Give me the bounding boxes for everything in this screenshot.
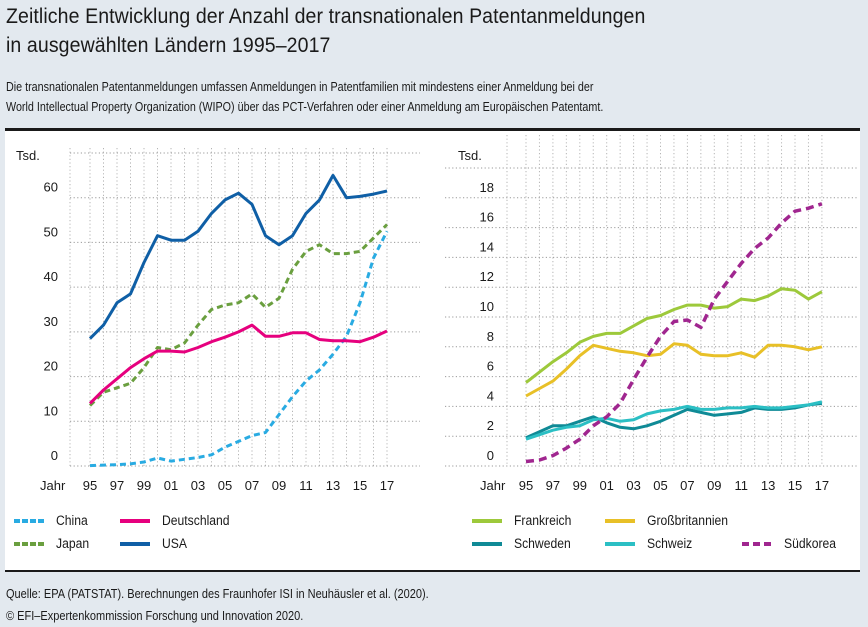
x-tick-label: 15	[353, 478, 367, 493]
x-tick-label: 97	[110, 478, 124, 493]
legend-label: USA	[162, 536, 187, 551]
x-tick-label: 95	[519, 478, 533, 493]
legend-swatch	[742, 541, 772, 546]
right-chart: 0 2 4 6 8 10 12 14 16 18 Tsd. Jahr 95 97 99 01 03 05 07 09 1…	[445, 135, 858, 493]
legend-label: Südkorea	[784, 536, 837, 551]
legend-item: Japan	[14, 536, 93, 551]
grid	[445, 135, 858, 467]
y-tick-label: 2	[487, 418, 494, 433]
series-line-usa	[88, 173, 388, 340]
x-tick-label: 01	[164, 478, 178, 493]
x-tick-label: 95	[83, 478, 97, 493]
series-line-gro-britannien	[525, 342, 823, 398]
y-tick-label: 60	[44, 180, 58, 195]
y-tick-label: 10	[44, 403, 58, 418]
series-line-schweiz	[525, 400, 823, 441]
grid	[69, 148, 420, 467]
x-tick-label: 09	[272, 478, 286, 493]
series-line-s-dkorea	[525, 202, 823, 464]
series-line-frankreich	[525, 287, 823, 384]
x-tick-label: 09	[707, 478, 721, 493]
legend-swatch	[120, 518, 150, 523]
legend-label: Deutschland	[162, 513, 230, 528]
source-note: Quelle: EPA (PATSTAT). Berechnungen des …	[6, 587, 429, 601]
legend-swatch	[472, 541, 502, 546]
legend-swatch	[120, 541, 150, 546]
legend-item: Schweden	[472, 536, 577, 551]
subtitle-line1: Die transnationalen Patentanmeldungen um…	[6, 80, 594, 94]
x-tick-label: 07	[245, 478, 259, 493]
x-tick-label: 05	[653, 478, 667, 493]
x-tick-label: 13	[761, 478, 775, 493]
series-line-deutschland	[88, 323, 388, 405]
legend-label: China	[56, 513, 88, 528]
x-tick-label: 11	[299, 478, 313, 493]
y-tick-label: 0	[487, 448, 494, 463]
y-tick-label: 16	[480, 210, 494, 225]
legend-swatch	[605, 541, 635, 546]
left-chart: 0 10 20 30 40 50 60 Tsd. Jahr 95 97 99 01 03 05 07 09 11 1…	[16, 148, 420, 493]
x-tick-label: 97	[546, 478, 560, 493]
y-tick-label: 50	[44, 224, 58, 239]
x-tick-label: 15	[788, 478, 802, 493]
legend-swatch	[605, 518, 635, 523]
copyright-note: © EFI–Expertenkommission Forschung und I…	[6, 609, 304, 623]
legend-item: USA	[120, 536, 190, 551]
legend-item: China	[14, 513, 91, 528]
y-tick-label: 4	[487, 388, 494, 403]
x-axis-label: Jahr	[40, 478, 66, 493]
chart-title: Zeitliche Entwicklung der Anzahl der tra…	[6, 2, 645, 60]
y-tick-label: 0	[51, 448, 58, 463]
x-tick-label: 03	[626, 478, 640, 493]
x-tick-label: 05	[218, 478, 232, 493]
x-tick-label: 03	[191, 478, 205, 493]
legend-label: Schweiz	[647, 536, 693, 551]
y-tick-label: 12	[480, 269, 494, 284]
legend-item: Deutschland	[120, 513, 237, 528]
legend-label: Schweden	[514, 536, 571, 551]
y-tick-label: 20	[44, 359, 58, 374]
legend-item: Frankreich	[472, 513, 578, 528]
chart-title-line2: in ausgewählten Ländern 1995–2017	[6, 34, 331, 57]
x-tick-label: 99	[573, 478, 587, 493]
x-tick-label: 07	[680, 478, 694, 493]
y-tick-label: 14	[480, 239, 494, 254]
x-tick-label: 11	[734, 478, 748, 493]
x-tick-label: 17	[815, 478, 829, 493]
series-line-japan	[88, 223, 389, 407]
x-tick-label: 17	[380, 478, 394, 493]
x-tick-label: 13	[326, 478, 340, 493]
legend-item: Großbritannien	[605, 513, 737, 528]
x-tick-label: 01	[599, 478, 613, 493]
chart-panel	[5, 128, 860, 572]
chart-title-line1: Zeitliche Entwicklung der Anzahl der tra…	[6, 5, 646, 28]
series-line-china	[89, 230, 389, 468]
x-tick-label: 99	[137, 478, 151, 493]
legend-item: Südkorea	[742, 536, 842, 551]
y-tick-label: 30	[44, 314, 58, 329]
y-axis-unit-label: Tsd.	[458, 148, 482, 163]
legend-swatch	[14, 541, 44, 546]
y-tick-label: 10	[480, 299, 494, 314]
y-tick-label: 6	[487, 359, 494, 374]
y-axis-unit-label: Tsd.	[16, 148, 40, 163]
y-tick-label: 18	[480, 180, 494, 195]
y-tick-label: 8	[487, 329, 494, 344]
subtitle-line2: World Intellectual Property Organization…	[6, 100, 604, 114]
legend-label: Japan	[56, 536, 90, 551]
y-tick-label: 40	[44, 269, 58, 284]
footer: Quelle: EPA (PATSTAT). Berechnungen des …	[6, 583, 429, 627]
x-axis-label: Jahr	[480, 478, 506, 493]
legend-swatch	[14, 518, 44, 523]
legend-label: Frankreich	[514, 513, 572, 528]
legend-swatch	[472, 518, 502, 523]
legend-item: Schweiz	[605, 536, 697, 551]
chart-subtitle: Die transnationalen Patentanmeldungen um…	[6, 77, 603, 117]
legend-label: Großbritannien	[647, 513, 729, 528]
